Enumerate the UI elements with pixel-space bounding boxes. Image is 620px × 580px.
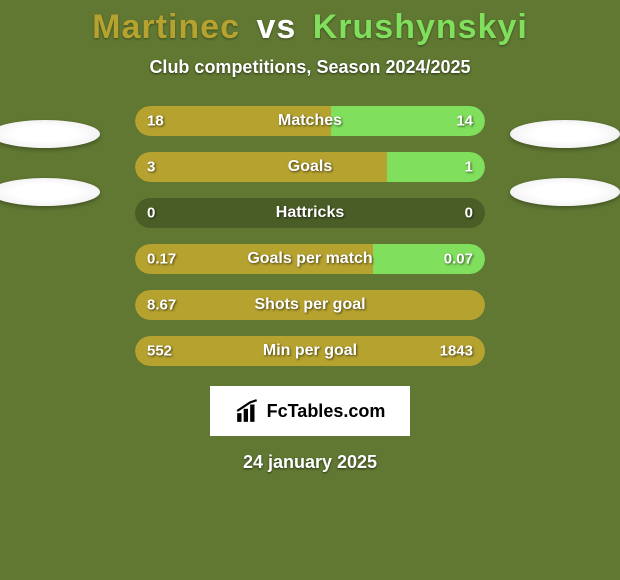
- stat-value-left: 552: [147, 343, 172, 360]
- stat-row: 0.17 0.07 Goals per match: [135, 244, 485, 274]
- subtitle: Club competitions, Season 2024/2025: [0, 57, 620, 78]
- logo-box: FcTables.com: [210, 386, 410, 436]
- stat-label: Shots per goal: [254, 296, 365, 314]
- stat-row: 18 14 Matches: [135, 106, 485, 136]
- stat-label: Goals per match: [247, 250, 372, 268]
- stat-value-left: 0: [147, 205, 155, 222]
- main-content: Martinec vs Krushynskyi Club competition…: [0, 0, 620, 473]
- stat-value-left: 18: [147, 113, 164, 130]
- stat-label: Min per goal: [263, 342, 357, 360]
- stats-container: 18 14 Matches 3 1 Goals 0 0 Hattricks 0.17 0.07 Goa…: [135, 106, 485, 366]
- stat-row: 552 1843 Min per goal: [135, 336, 485, 366]
- stat-value-left: 3: [147, 159, 155, 176]
- stat-value-right: 0.07: [444, 251, 473, 268]
- stat-label: Hattricks: [276, 204, 344, 222]
- player1-name: Martinec: [92, 8, 240, 46]
- stat-value-left: 0.17: [147, 251, 176, 268]
- stat-value-right: 0: [465, 205, 473, 222]
- player2-name: Krushynskyi: [313, 8, 528, 46]
- stat-value-right: 1843: [440, 343, 473, 360]
- stat-row: 8.67 Shots per goal: [135, 290, 485, 320]
- stat-row: 3 1 Goals: [135, 152, 485, 182]
- stat-value-left: 8.67: [147, 297, 176, 314]
- logo-text: FcTables.com: [267, 401, 386, 422]
- chart-icon: [235, 398, 261, 424]
- stat-label: Goals: [288, 158, 332, 176]
- vs-text: vs: [256, 8, 296, 46]
- date-text: 24 january 2025: [0, 452, 620, 473]
- stat-label: Matches: [278, 112, 342, 130]
- stat-value-right: 14: [456, 113, 473, 130]
- page-title: Martinec vs Krushynskyi: [0, 8, 620, 47]
- stat-value-right: 1: [465, 159, 473, 176]
- fill-left: [135, 152, 387, 182]
- stat-row: 0 0 Hattricks: [135, 198, 485, 228]
